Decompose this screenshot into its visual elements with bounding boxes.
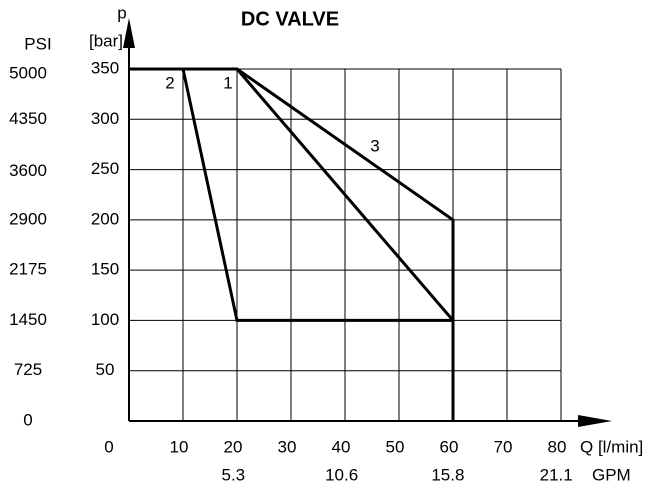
x-tick-label: 0	[104, 437, 113, 456]
x-tick-label: 50	[386, 437, 405, 456]
y-tick-label: 300	[91, 109, 119, 128]
y2-tick-label: 5000	[9, 64, 47, 83]
y-axis-arrow	[123, 18, 135, 48]
y-tick-label: 100	[91, 310, 119, 329]
y2-tick-label: 3600	[9, 161, 47, 180]
x2-tick-label: 21.1	[540, 465, 573, 484]
series-label: 2	[165, 73, 174, 92]
y-axis-symbol: p	[117, 3, 126, 22]
chart-title: DC VALVE	[241, 8, 339, 30]
x-tick-label: 20	[224, 437, 243, 456]
y-tick-label: 50	[96, 360, 115, 379]
x2-tick-label: 5.3	[221, 465, 245, 484]
y-tick-label: 150	[91, 260, 119, 279]
x2-tick-label: 10.6	[325, 465, 358, 484]
y2-tick-label: 4350	[9, 109, 47, 128]
x-axis-label: Q [l/min]	[580, 437, 643, 456]
x-tick-label: 70	[494, 437, 513, 456]
y-tick-label: 350	[91, 58, 119, 77]
y2-tick-label: 0	[23, 410, 32, 429]
series-label: 1	[223, 73, 232, 92]
x2-tick-label: 15.8	[431, 465, 464, 484]
series-line	[181, 68, 453, 322]
series-label: 3	[370, 136, 379, 155]
y2-tick-label: 725	[14, 360, 42, 379]
x-tick-label: 30	[278, 437, 297, 456]
series-line	[236, 67, 455, 421]
y-tick-label: 250	[91, 159, 119, 178]
y2-axis-label: PSI	[24, 34, 51, 53]
x-tick-label: 80	[548, 437, 567, 456]
x-tick-label: 40	[332, 437, 351, 456]
y-tick-label: 200	[91, 209, 119, 228]
x2-axis-label: GPM	[592, 465, 631, 484]
y2-tick-label: 2175	[9, 260, 47, 279]
y2-tick-label: 1450	[9, 310, 47, 329]
y2-tick-label: 2900	[9, 209, 47, 228]
x-axis-arrow	[578, 415, 612, 427]
y-axis-label: [bar]	[89, 31, 123, 50]
x-tick-label: 10	[170, 437, 189, 456]
x-tick-label: 60	[440, 437, 459, 456]
